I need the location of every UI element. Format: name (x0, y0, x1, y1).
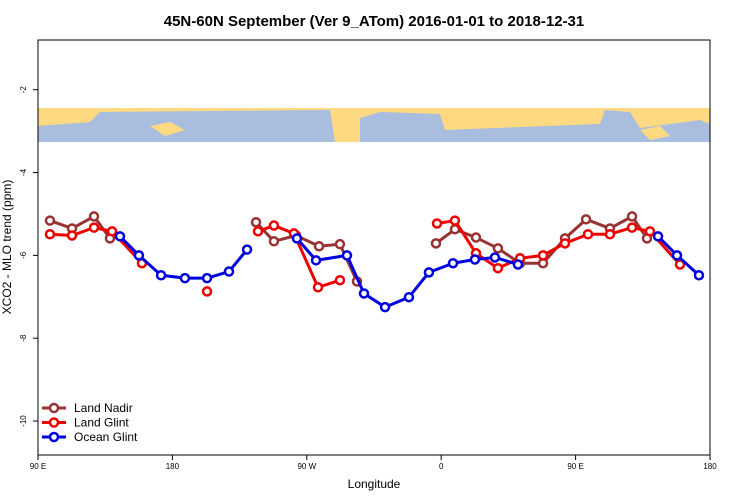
data-point (671, 250, 683, 261)
x-tick-label: 180 (703, 462, 717, 471)
data-point (44, 215, 56, 226)
y-tick-label: -4 (19, 168, 28, 176)
data-point (674, 259, 686, 270)
data-point (252, 226, 264, 237)
data-point (447, 257, 459, 269)
data-point (334, 274, 346, 286)
data-point (241, 244, 253, 255)
data-point (537, 250, 549, 261)
data-point (106, 226, 118, 237)
data-point (88, 222, 100, 233)
x-tick-label: 90 E (567, 462, 583, 471)
data-point (492, 262, 504, 274)
data-point (580, 214, 592, 225)
map-strip (38, 108, 710, 142)
data-point (201, 286, 213, 297)
x-tick-label: 90 E (30, 462, 46, 471)
chart-title: 45N-60N September (Ver 9_ATom) 2016-01-0… (164, 13, 584, 30)
data-point (334, 238, 346, 250)
data-point (310, 255, 322, 266)
data-point (268, 220, 280, 231)
data-point (449, 215, 461, 226)
data-point (470, 232, 482, 243)
data-point (66, 230, 78, 241)
data-point (559, 238, 571, 249)
legend-label: Land Glint (74, 416, 129, 430)
data-point (469, 254, 481, 265)
data-point (379, 301, 391, 313)
data-point (155, 269, 167, 281)
x-axis-label: Longitude (348, 477, 401, 491)
data-point (358, 288, 370, 299)
legend-marker (48, 417, 60, 428)
data-point (492, 243, 504, 254)
data-point (268, 236, 280, 247)
y-tick-label: -6 (19, 251, 28, 259)
data-point (313, 241, 325, 252)
data-point (312, 282, 324, 293)
legend-label: Land Nadir (74, 401, 133, 415)
data-point (341, 250, 353, 261)
x-tick-label: 180 (166, 462, 180, 471)
data-point (652, 231, 664, 242)
data-point (582, 228, 594, 240)
y-tick-label: -2 (19, 86, 28, 94)
data-point (88, 211, 100, 222)
data-point (604, 228, 616, 240)
data-point (626, 222, 638, 233)
data-point (403, 291, 415, 303)
data-point (431, 218, 443, 229)
data-point (291, 233, 303, 244)
data-point (423, 267, 435, 278)
x-tick-label: 90 W (297, 462, 316, 471)
data-point (489, 252, 501, 263)
y-axis-label: XCO2 - MLO trend (ppm) (0, 180, 14, 315)
data-point (179, 272, 191, 284)
y-tick-label: -10 (19, 415, 28, 427)
y-tick-label: -8 (19, 334, 28, 342)
data-point (512, 259, 524, 270)
data-point (201, 272, 213, 284)
plot-frame (37, 39, 711, 456)
legend-marker (48, 431, 60, 443)
data-point (223, 266, 235, 277)
legend-marker (48, 402, 60, 414)
data-point (644, 226, 656, 237)
data-point (114, 231, 126, 242)
data-point (44, 228, 56, 240)
data-point (250, 216, 262, 228)
data-point (626, 211, 638, 222)
legend-label: Ocean Glint (74, 430, 138, 444)
x-tick-label: 0 (439, 462, 444, 471)
data-point (430, 238, 442, 249)
data-point (133, 250, 145, 261)
data-point (693, 269, 705, 281)
